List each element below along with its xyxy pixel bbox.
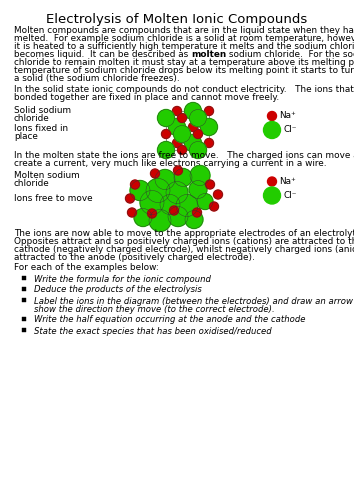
Text: Ions fixed in: Ions fixed in xyxy=(14,124,68,132)
Text: Na⁺: Na⁺ xyxy=(280,177,296,186)
Circle shape xyxy=(158,142,175,158)
Circle shape xyxy=(189,180,207,198)
Circle shape xyxy=(172,106,182,116)
Text: cathode (negatively charged electrode), whilst negatively charged ions (anions) : cathode (negatively charged electrode), … xyxy=(14,246,354,254)
Circle shape xyxy=(210,202,218,211)
Text: bonded together are fixed in place and cannot move freely.: bonded together are fixed in place and c… xyxy=(14,93,279,102)
Circle shape xyxy=(268,112,276,120)
Circle shape xyxy=(185,210,203,228)
Circle shape xyxy=(206,180,215,189)
Circle shape xyxy=(140,190,164,214)
Circle shape xyxy=(193,208,201,217)
Circle shape xyxy=(160,194,180,214)
Text: chloride: chloride xyxy=(14,180,50,188)
Circle shape xyxy=(146,178,170,203)
Text: In the molten state the ions are free to move.   The charged ions can move and s: In the molten state the ions are free to… xyxy=(14,150,354,160)
Circle shape xyxy=(158,110,175,126)
Text: Write the formula for the ionic compound: Write the formula for the ionic compound xyxy=(34,274,211,283)
Text: sodium chloride.  For the sodium: sodium chloride. For the sodium xyxy=(226,50,354,59)
Circle shape xyxy=(188,122,198,132)
Circle shape xyxy=(134,208,152,226)
Text: chloride: chloride xyxy=(14,114,50,123)
Circle shape xyxy=(173,126,190,142)
Text: melted.  For example sodium chloride is a solid at room temperature, however, wh: melted. For example sodium chloride is a… xyxy=(14,34,354,43)
Circle shape xyxy=(200,118,217,136)
Text: Cl⁻: Cl⁻ xyxy=(284,126,297,134)
Text: temperature of sodium chloride drops below its melting point it starts to turn b: temperature of sodium chloride drops bel… xyxy=(14,66,354,75)
Text: The ions are now able to move to the appropriate electrodes of an electrolytic c: The ions are now able to move to the app… xyxy=(14,230,354,238)
Circle shape xyxy=(205,106,213,116)
Text: Na⁺: Na⁺ xyxy=(280,112,296,120)
Text: Write the half equation occurring at the anode and the cathode: Write the half equation occurring at the… xyxy=(34,316,306,324)
Text: Label the ions in the diagram (between the electrodes) and draw an arrow to: Label the ions in the diagram (between t… xyxy=(34,296,354,306)
Circle shape xyxy=(263,187,280,204)
Circle shape xyxy=(174,168,192,186)
Circle shape xyxy=(172,138,182,147)
Circle shape xyxy=(150,169,160,178)
Text: For each of the examples below:: For each of the examples below: xyxy=(14,264,159,272)
Circle shape xyxy=(194,130,202,138)
Circle shape xyxy=(268,177,276,186)
Circle shape xyxy=(197,194,213,210)
Circle shape xyxy=(127,208,137,217)
Text: show the direction they move (to the correct electrode).: show the direction they move (to the cor… xyxy=(34,304,275,314)
Text: Molten sodium: Molten sodium xyxy=(14,172,80,180)
Text: Cl⁻: Cl⁻ xyxy=(284,191,297,200)
Circle shape xyxy=(189,110,206,126)
Circle shape xyxy=(169,118,185,136)
Circle shape xyxy=(161,130,171,138)
Circle shape xyxy=(126,194,135,203)
Text: place: place xyxy=(14,132,38,140)
Text: attracted to the anode (positively charged electrode).: attracted to the anode (positively charg… xyxy=(14,254,255,262)
Circle shape xyxy=(168,206,188,227)
Text: Opposites attract and so positively charged ions (cations) are attracted to the: Opposites attract and so positively char… xyxy=(14,238,354,246)
Text: State the exact species that has been oxidised/reduced: State the exact species that has been ox… xyxy=(34,326,272,336)
Circle shape xyxy=(189,142,206,158)
Text: Solid sodium: Solid sodium xyxy=(14,106,71,115)
Circle shape xyxy=(149,210,171,232)
Text: create a current, very much like electrons carrying a current in a wire.: create a current, very much like electro… xyxy=(14,158,326,168)
Text: Ions free to move: Ions free to move xyxy=(14,194,93,203)
Text: In the solid state ionic compounds do not conduct electricity.   The ions that a: In the solid state ionic compounds do no… xyxy=(14,85,354,94)
Circle shape xyxy=(190,166,210,186)
Text: it is heated to a sufficiently high temperature it melts and the sodium chloride: it is heated to a sufficiently high temp… xyxy=(14,42,354,51)
Circle shape xyxy=(263,122,280,138)
Circle shape xyxy=(155,170,175,190)
Circle shape xyxy=(184,134,201,152)
Text: molten: molten xyxy=(191,50,226,59)
Text: Molten compounds are compounds that are in the liquid state when they have been: Molten compounds are compounds that are … xyxy=(14,26,354,35)
Circle shape xyxy=(173,166,183,175)
Text: Electrolysis of Molten Ionic Compounds: Electrolysis of Molten Ionic Compounds xyxy=(46,13,308,26)
Circle shape xyxy=(166,182,188,204)
Circle shape xyxy=(148,209,156,218)
Circle shape xyxy=(170,206,178,215)
Circle shape xyxy=(177,146,187,154)
Circle shape xyxy=(177,114,187,122)
Circle shape xyxy=(213,190,223,199)
Circle shape xyxy=(205,138,213,147)
Circle shape xyxy=(176,194,198,216)
Circle shape xyxy=(131,180,139,189)
Text: becomes liquid.  It can be described as: becomes liquid. It can be described as xyxy=(14,50,191,59)
Text: a solid (the sodium chloride freezes).: a solid (the sodium chloride freezes). xyxy=(14,74,179,83)
Circle shape xyxy=(184,102,201,120)
Circle shape xyxy=(130,180,150,201)
Text: chloride to remain molten it must stay at a temperature above its melting point.: chloride to remain molten it must stay a… xyxy=(14,58,354,67)
Text: Deduce the products of the electrolysis: Deduce the products of the electrolysis xyxy=(34,286,202,294)
